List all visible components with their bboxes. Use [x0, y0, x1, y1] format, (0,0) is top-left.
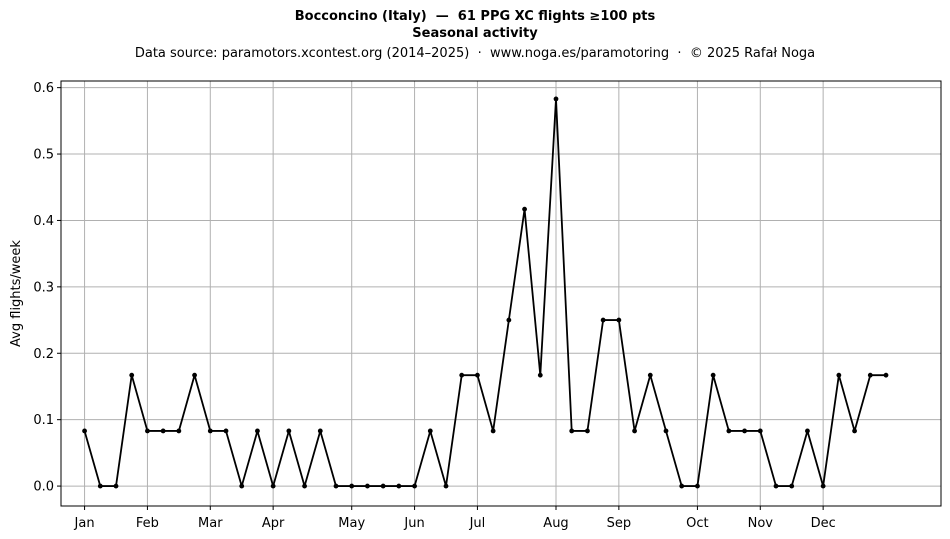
data-point: [679, 483, 685, 489]
data-point: [773, 483, 779, 489]
x-tick-label-nov: Nov: [748, 516, 774, 531]
data-point: [789, 483, 795, 489]
x-tick-label-may: May: [338, 516, 365, 531]
data-point: [427, 428, 433, 434]
data-point: [506, 317, 512, 323]
data-point: [537, 372, 543, 378]
y-tick-label: 0.3: [33, 280, 54, 295]
data-point: [396, 483, 402, 489]
data-point: [113, 483, 119, 489]
data-point: [380, 483, 386, 489]
data-point: [475, 372, 480, 378]
data-point: [632, 428, 637, 434]
data-point: [412, 483, 417, 489]
data-point: [333, 483, 339, 489]
data-point: [585, 428, 590, 434]
data-point: [145, 428, 150, 434]
x-tick-label-feb: Feb: [136, 516, 159, 531]
data-point: [82, 428, 87, 434]
data-point: [805, 428, 810, 434]
data-point: [490, 428, 496, 434]
chart-title: Bocconcino (Italy) — 61 PPG XC flights ≥…: [294, 9, 656, 24]
series-line: [83, 98, 886, 487]
chart-subtitle: Seasonal activity: [412, 26, 538, 41]
source-note: Data source: paramotors.xcontest.org (20…: [134, 46, 816, 61]
data-point: [239, 483, 245, 489]
data-point: [459, 372, 465, 378]
x-tick-label-jun: Jun: [403, 516, 424, 531]
data-point: [223, 428, 229, 434]
data-point: [270, 483, 276, 489]
data-point: [726, 428, 732, 434]
y-tick-label: 0.4: [33, 214, 54, 229]
data-point: [443, 483, 449, 489]
series: [82, 96, 889, 489]
data-point: [710, 372, 716, 378]
y-tick-label: 0.0: [33, 480, 54, 495]
x-tick-label-apr: Apr: [262, 516, 285, 531]
data-point: [695, 483, 700, 489]
data-point: [286, 428, 292, 434]
x-tick-label-aug: Aug: [543, 516, 568, 531]
plot-frame: [60, 80, 942, 507]
data-point: [757, 428, 763, 434]
y-tick-label: 0.5: [33, 148, 54, 163]
data-point: [820, 483, 826, 489]
data-point: [160, 428, 166, 434]
chart-header: Bocconcino (Italy) — 61 PPG XC flights ≥…: [0, 8, 950, 62]
grid: [61, 81, 941, 506]
x-tick-label-mar: Mar: [198, 516, 223, 531]
data-point: [569, 428, 575, 434]
data-point: [129, 372, 135, 378]
data-point: [616, 317, 622, 323]
data-point: [883, 372, 889, 378]
axis-ticks: 0.0 0.1 0.2 0.3 0.4 0.5 0.6 Jan Feb Mar Apr May Jun J…: [33, 81, 835, 531]
x-tick-label-jul: Jul: [469, 516, 486, 531]
data-point: [302, 483, 307, 489]
data-point: [522, 206, 527, 212]
x-tick-label-sep: Sep: [607, 516, 632, 531]
data-point: [600, 317, 606, 323]
x-tick-label-jan: Jan: [74, 516, 95, 531]
y-axis-label: Avg flights/week: [9, 240, 24, 347]
data-point: [836, 372, 842, 378]
y-tick-label: 0.6: [33, 81, 54, 96]
data-point: [97, 483, 103, 489]
data-point: [176, 428, 182, 434]
data-point: [255, 428, 260, 434]
data-point: [365, 483, 370, 489]
x-tick-label-oct: Oct: [686, 516, 708, 531]
data-point: [349, 483, 355, 489]
data-point: [192, 372, 197, 378]
x-tick-label-dec: Dec: [811, 516, 836, 531]
data-point: [852, 428, 857, 434]
data-point: [742, 428, 747, 434]
data-point: [207, 428, 213, 434]
data-point: [867, 372, 873, 378]
data-point: [317, 428, 323, 434]
y-tick-label: 0.1: [33, 413, 54, 428]
y-tick-label: 0.2: [33, 347, 54, 362]
data-point: [663, 428, 669, 434]
data-point: [647, 372, 653, 378]
data-point: [553, 96, 559, 102]
